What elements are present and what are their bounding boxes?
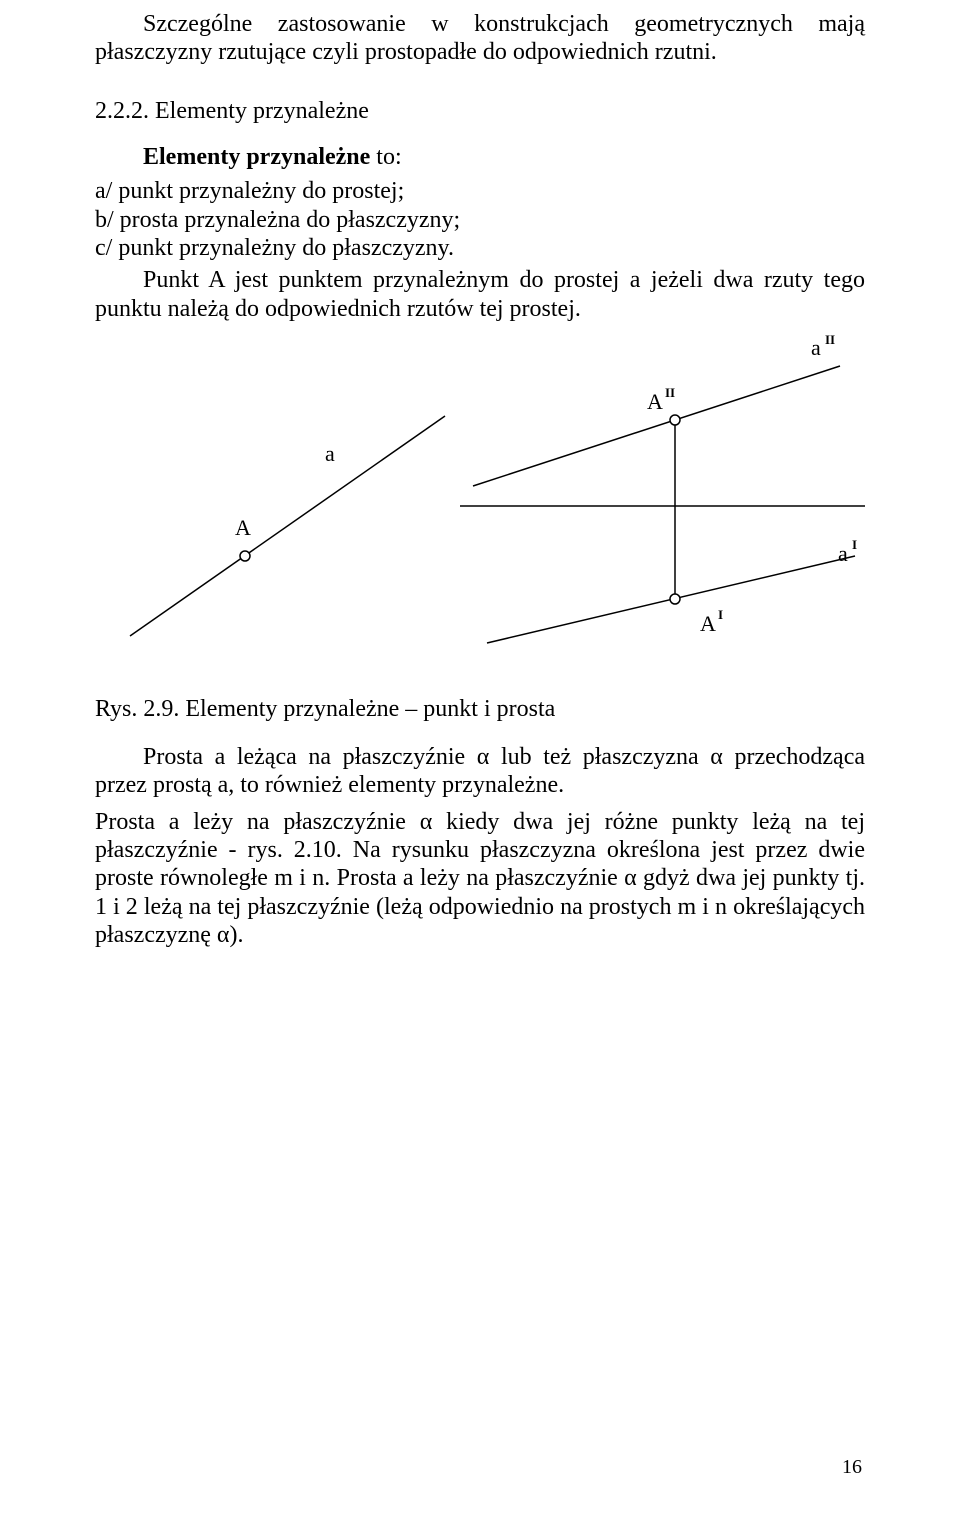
label-a-prime1: a [838,541,848,566]
pp1-b: lub też płaszczyzna [489,744,710,770]
line-a-prime2 [473,366,840,486]
label-A-prime1-sup: I [718,607,723,622]
list-item-a: a/ punkt przynależny do prostej; [95,177,865,205]
sub-heading: Elementy przynależne to: [95,143,865,171]
pp1-a: Prosta a leżąca na płaszczyźnie [143,744,477,770]
label-A-prime2-sup: II [665,385,675,400]
page: Szczególne zastosowanie w konstrukcjach … [0,0,960,1537]
alpha-2: α [710,744,723,770]
list-block: a/ punkt przynależny do prostej; b/ pros… [95,177,865,262]
point-A-left [240,551,250,561]
alpha-1: α [477,744,490,770]
sub-heading-bold: Elementy przynależne [143,144,370,170]
alpha-5: α [217,922,230,948]
pp2-d: ). [230,922,244,948]
point-paragraph: Punkt A jest punktem przynależnym do pro… [95,266,865,323]
intro-paragraph: Szczególne zastosowanie w konstrukcjach … [95,10,865,67]
plane-paragraph-1: Prosta a leżąca na płaszczyźnie α lub te… [95,743,865,800]
list-item-b: b/ prosta przynależna do płaszczyzny; [95,206,865,234]
alpha-4: α [624,865,637,891]
point-A-prime2 [670,415,680,425]
figure-caption: Rys. 2.9. Elementy przynależne – punkt i… [95,695,865,723]
label-A-prime1: A [700,611,716,636]
label-A-left: A [235,515,251,540]
label-a-prime2-sup: II [825,332,835,347]
label-a-prime1-sup: I [852,537,857,552]
figure: a A A II a II A I a I [95,331,865,691]
sub-heading-suffix: to: [370,144,401,170]
alpha-3: α [420,809,433,835]
point-A-prime1 [670,594,680,604]
pp2-a: Prosta a leży na płaszczyźnie [95,809,420,835]
page-number: 16 [842,1456,862,1479]
line-a-left [130,416,445,636]
label-A-prime2: A [647,389,663,414]
list-item-c: c/ punkt przynależny do płaszczyzny. [95,234,865,262]
label-a-prime2: a [811,335,821,360]
label-a-left: a [325,441,335,466]
section-heading: 2.2.2. Elementy przynależne [95,97,865,125]
plane-paragraph-2: Prosta a leży na płaszczyźnie α kiedy dw… [95,808,865,950]
